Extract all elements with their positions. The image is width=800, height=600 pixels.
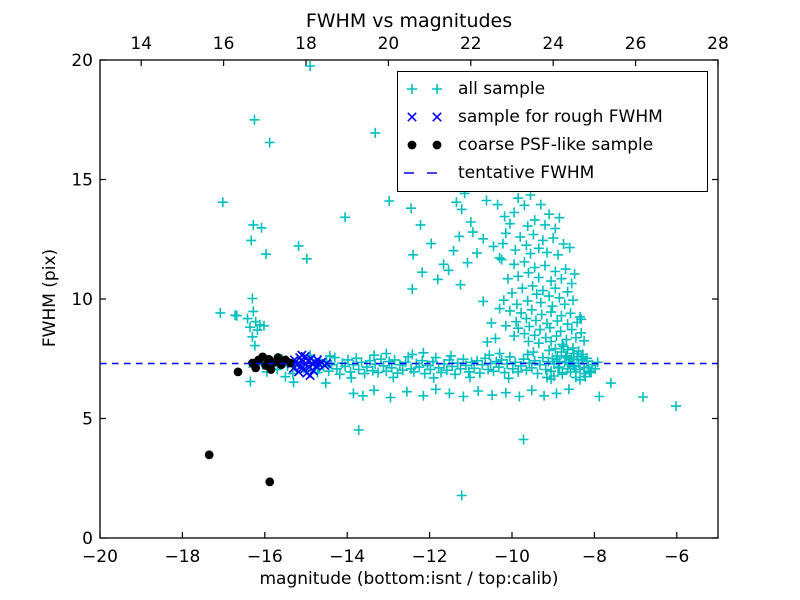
legend-label: sample for rough FWHM bbox=[458, 107, 663, 127]
legend-item-all-sample: all sample bbox=[398, 75, 707, 103]
svg-text:24: 24 bbox=[542, 34, 564, 54]
svg-text:28: 28 bbox=[707, 34, 729, 54]
y-axis-label: FWHM (pix) bbox=[40, 248, 60, 348]
svg-text:−10: −10 bbox=[494, 547, 530, 567]
svg-text:22: 22 bbox=[460, 34, 482, 54]
y-axis-ticks: 0 5 10 15 20 bbox=[71, 51, 718, 549]
series-0-markers bbox=[215, 61, 681, 501]
svg-text:26: 26 bbox=[625, 34, 647, 54]
svg-text:15: 15 bbox=[71, 171, 93, 191]
svg-text:−14: −14 bbox=[329, 547, 365, 567]
svg-text:−6: −6 bbox=[664, 547, 689, 567]
legend-label: coarse PSF-like sample bbox=[458, 135, 654, 155]
svg-text:18: 18 bbox=[295, 34, 317, 54]
svg-text:−8: −8 bbox=[582, 547, 607, 567]
svg-text:−20: −20 bbox=[82, 547, 118, 567]
svg-text:0: 0 bbox=[82, 529, 93, 549]
legend-item-tentative-fwhm: tentative FWHM bbox=[398, 159, 707, 187]
svg-text:10: 10 bbox=[71, 290, 93, 310]
svg-text:−16: −16 bbox=[247, 547, 283, 567]
chart-title: FWHM vs magnitudes bbox=[305, 10, 513, 32]
svg-text:−18: −18 bbox=[164, 547, 200, 567]
svg-text:20: 20 bbox=[71, 51, 93, 71]
legend-item-rough-fwhm: sample for rough FWHM bbox=[398, 103, 707, 131]
x-axis-bottom-ticks: −20 −18 −16 −14 −12 −10 −8 −6 bbox=[82, 532, 689, 567]
svg-text:−12: −12 bbox=[412, 547, 448, 567]
svg-text:14: 14 bbox=[130, 34, 152, 54]
x-axis-top-ticks: 14 16 18 20 22 24 26 28 bbox=[130, 34, 729, 66]
svg-text:20: 20 bbox=[378, 34, 400, 54]
legend-marker-x-icon bbox=[407, 112, 442, 122]
x-axis-label: magnitude (bottom:isnt / top:calib) bbox=[259, 569, 559, 589]
legend: all sample sample for rough FWHM coarse … bbox=[397, 71, 708, 192]
svg-text:16: 16 bbox=[213, 34, 235, 54]
legend-label: all sample bbox=[458, 79, 546, 99]
series-2-markers bbox=[204, 352, 295, 487]
legend-marker-dot-icon bbox=[407, 140, 442, 150]
svg-text:5: 5 bbox=[82, 410, 93, 430]
legend-label: tentative FWHM bbox=[458, 163, 595, 183]
legend-marker-plus-icon bbox=[407, 84, 442, 94]
legend-marker-dashed-line-icon bbox=[404, 172, 445, 174]
legend-item-psf-sample: coarse PSF-like sample bbox=[398, 131, 707, 159]
